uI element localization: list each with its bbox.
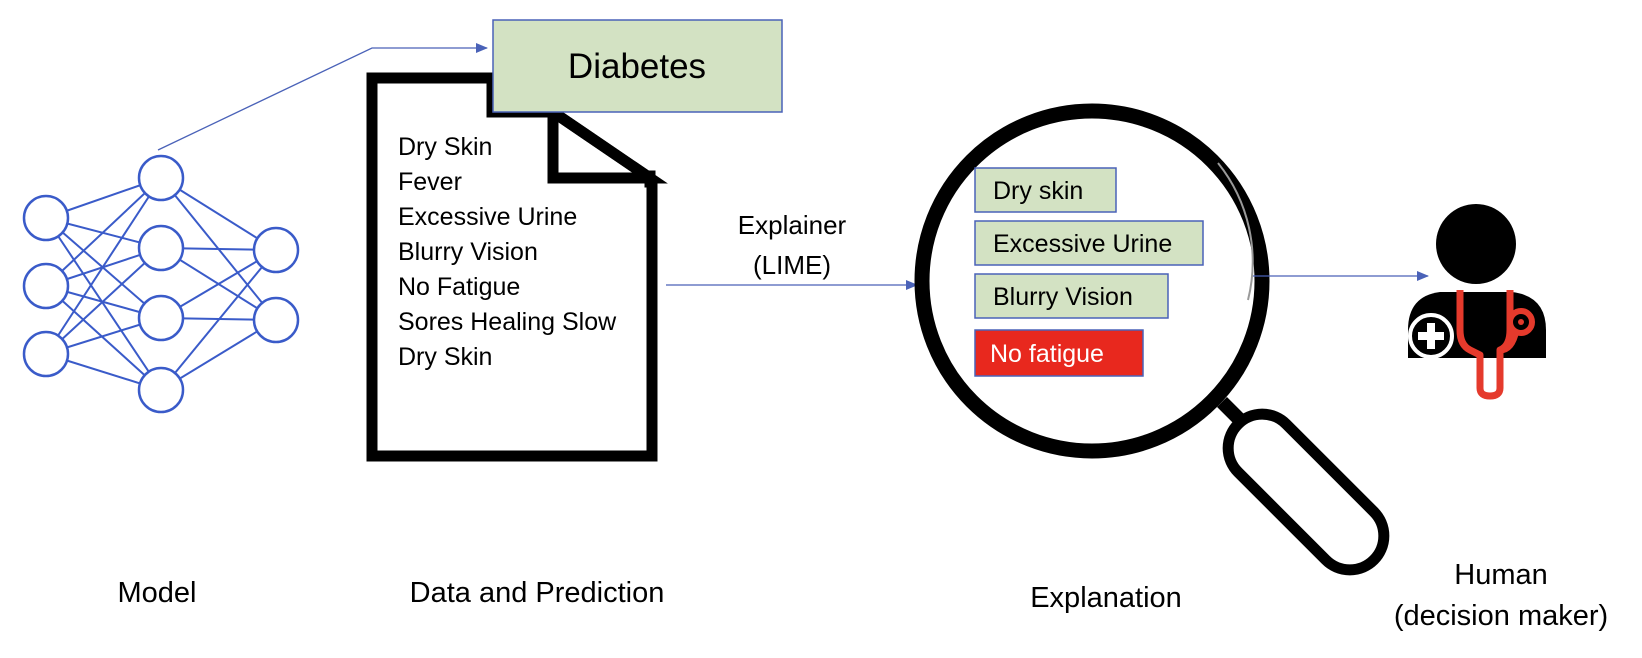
network-edge (45, 177, 162, 355)
document-line: Sores Healing Slow (398, 308, 617, 336)
document-icon (366, 72, 668, 462)
document-line: Excessive Urine (398, 203, 577, 231)
medical-cross-icon (1408, 313, 1454, 359)
prediction-label: Diabetes (568, 47, 706, 86)
explanation-features: Dry skin Excessive Urine Blurry Vision N… (974, 167, 1204, 377)
model-caption: Model (118, 577, 197, 609)
document-line: Dry Skin (398, 343, 492, 371)
network-edge (45, 285, 162, 391)
human-caption: Human (1454, 559, 1548, 591)
network-node (252, 296, 300, 344)
document-line: Dry Skin (398, 133, 492, 161)
network-node (137, 366, 185, 414)
network-node (22, 194, 70, 242)
document-line: Blurry Vision (398, 238, 538, 266)
feature-tag: Dry skin (974, 167, 1117, 213)
network-edge (45, 247, 162, 355)
feature-label: Blurry Vision (993, 283, 1133, 311)
explanation-caption: Explanation (1030, 582, 1182, 614)
prediction-box: Diabetes (492, 19, 783, 113)
data-caption: Data and Prediction (410, 577, 665, 609)
document-line: No Fatigue (398, 273, 520, 301)
network-edge (160, 249, 277, 391)
explainer-label: Explainer (738, 210, 847, 240)
doctor-icon (1408, 204, 1546, 400)
human-role-caption: (decision maker) (1394, 600, 1608, 632)
network-node (137, 224, 185, 272)
network-node (22, 262, 70, 310)
feature-tag: Excessive Urine (974, 220, 1204, 266)
network-node (22, 330, 70, 378)
feature-label: Excessive Urine (993, 230, 1172, 258)
feature-label: Dry skin (993, 177, 1083, 205)
neural-network-icon (22, 154, 300, 414)
document-line: Fever (398, 168, 462, 196)
model-to-prediction-arrow (157, 43, 488, 151)
network-edge (45, 177, 162, 287)
stethoscope-icon (1456, 290, 1535, 400)
network-edge (45, 217, 162, 391)
network-node (137, 294, 185, 342)
feature-tag-negative: No fatigue (974, 329, 1144, 377)
network-node (137, 154, 185, 202)
feature-label: No fatigue (990, 340, 1104, 368)
network-node (252, 226, 300, 274)
document-text: Dry Skin Fever Excessive Urine Blurry Vi… (398, 133, 617, 371)
feature-tag: Blurry Vision (974, 273, 1169, 319)
explainer-method: (LIME) (753, 250, 831, 280)
